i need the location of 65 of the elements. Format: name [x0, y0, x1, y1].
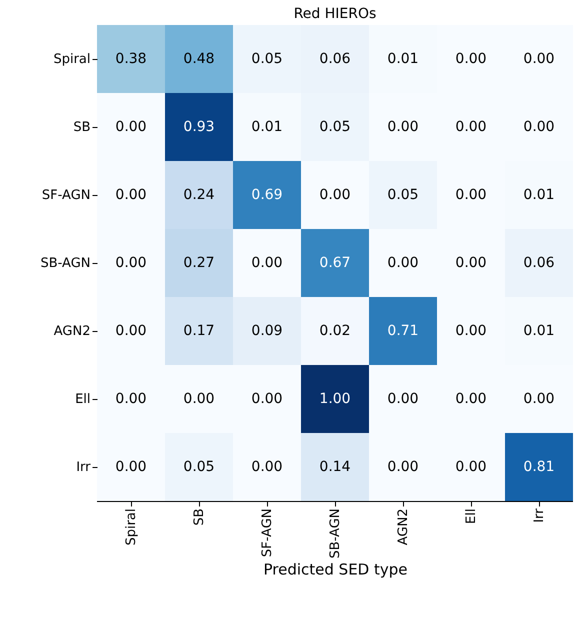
data-label: 0.00 [455, 391, 487, 407]
data-label: 0.00 [115, 119, 147, 135]
data-label: 0.05 [387, 187, 419, 203]
x-tick-label: Irr [532, 508, 547, 523]
data-label: 0.00 [455, 255, 487, 271]
data-label: 0.00 [251, 255, 283, 271]
x-tick-label: SF-AGN [260, 508, 275, 558]
data-label: 0.00 [523, 119, 555, 135]
data-label: 0.17 [183, 323, 215, 339]
chart-title: Red HIEROs [294, 6, 376, 22]
data-label: 0.00 [115, 255, 147, 271]
y-tick-label: Irr [76, 460, 92, 475]
data-label: 0.00 [523, 51, 555, 67]
y-tick-label: SB [73, 120, 90, 135]
data-label: 0.00 [115, 323, 147, 339]
y-tick-label: AGN2 [54, 324, 90, 339]
data-label: 0.00 [387, 255, 419, 271]
data-label: 0.27 [183, 255, 215, 271]
data-label: 0.01 [523, 187, 555, 203]
x-tick-label: SB [192, 508, 207, 526]
data-label: 0.00 [251, 391, 283, 407]
data-label: 0.67 [319, 255, 351, 271]
data-label: 0.93 [183, 119, 215, 135]
x-tick-label: Spiral [124, 508, 139, 546]
data-label: 0.06 [523, 255, 555, 271]
x-tick-label: AGN2 [396, 508, 411, 546]
data-label: 0.00 [455, 459, 487, 475]
data-label: 0.69 [251, 187, 283, 203]
y-tick-label: Spiral [53, 52, 90, 67]
x-tick-label: Ell [464, 508, 479, 524]
x-axis-title: Predicted SED type [263, 560, 408, 579]
data-label: 0.48 [183, 51, 215, 67]
y-tick-label: SB-AGN [40, 256, 90, 271]
data-label: 0.71 [387, 323, 419, 339]
data-label: 0.00 [319, 187, 351, 203]
y-tick-label: SF-AGN [42, 188, 90, 203]
data-label: 0.00 [523, 391, 555, 407]
data-label: 0.01 [251, 119, 283, 135]
data-label: 0.00 [115, 391, 147, 407]
data-label: 0.02 [319, 323, 351, 339]
data-label: 0.00 [115, 187, 147, 203]
data-label: 0.38 [115, 51, 147, 67]
data-label: 0.01 [523, 323, 555, 339]
y-tick-label: Ell [75, 392, 90, 407]
data-label: 0.00 [455, 119, 487, 135]
data-label: 0.00 [387, 391, 419, 407]
data-label: 0.81 [523, 459, 555, 475]
data-label: 0.24 [183, 187, 215, 203]
data-label: 0.09 [251, 323, 283, 339]
data-label: 0.00 [455, 323, 487, 339]
x-tick-label: SB-AGN [328, 508, 343, 559]
data-label: 0.14 [319, 459, 351, 475]
data-label: 0.01 [387, 51, 419, 67]
data-label: 0.06 [319, 51, 351, 67]
data-label: 0.00 [455, 51, 487, 67]
data-label: 0.00 [115, 459, 147, 475]
data-label: 0.00 [251, 459, 283, 475]
data-label: 0.00 [387, 119, 419, 135]
data-label: 0.05 [183, 459, 215, 475]
data-label: 0.00 [183, 391, 215, 407]
data-label: 0.00 [455, 187, 487, 203]
data-label: 1.00 [319, 391, 351, 407]
data-label: 0.05 [251, 51, 283, 67]
data-label: 0.05 [319, 119, 351, 135]
data-label: 0.00 [387, 459, 419, 475]
